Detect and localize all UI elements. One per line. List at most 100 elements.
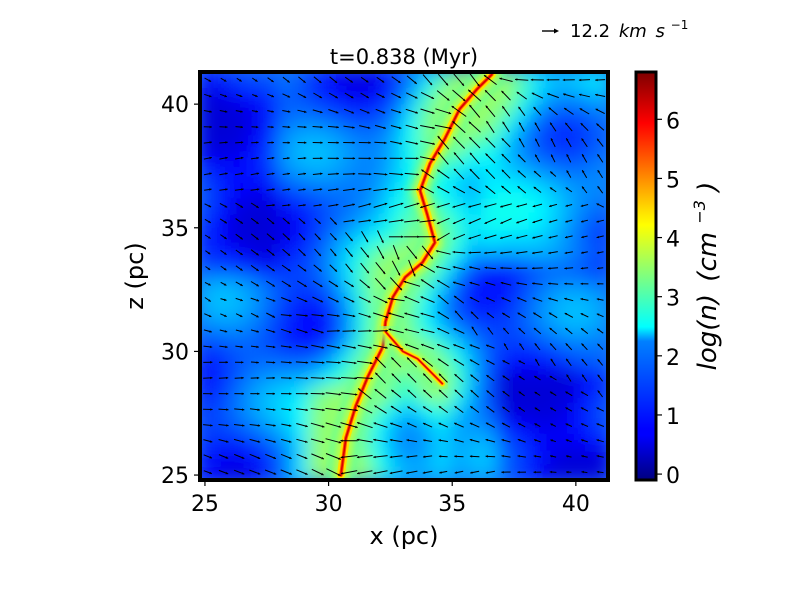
colorbar-tick-label: 2: [666, 346, 680, 371]
velocity-arrowhead: [470, 390, 474, 393]
velocity-arrowhead: [453, 186, 456, 189]
velocity-arrowhead: [550, 122, 553, 126]
velocity-arrowhead: [272, 188, 275, 191]
velocity-arrow: [420, 202, 436, 209]
velocity-arrowhead: [385, 346, 388, 349]
velocity-arrowhead: [209, 456, 212, 459]
velocity-arrowhead: [240, 330, 243, 333]
colorbar-tick-label: 1: [666, 405, 680, 430]
velocity-arrowhead: [516, 251, 519, 255]
velocity-arrowhead: [239, 314, 243, 317]
velocity-arrowhead: [401, 235, 404, 238]
velocity-arrowhead: [256, 315, 259, 318]
velocity-arrowhead: [240, 252, 243, 255]
velocity-arrow: [326, 468, 341, 477]
velocity-arrowhead: [289, 345, 292, 349]
velocity-arrowhead: [423, 406, 426, 409]
velocity-arrowhead: [304, 299, 308, 303]
velocity-arrowhead: [580, 267, 584, 270]
velocity-arrowhead: [596, 313, 600, 316]
velocity-arrow: [377, 230, 384, 244]
velocity-arrowhead: [516, 91, 520, 95]
velocity-arrowhead: [271, 141, 274, 144]
velocity-arrowhead: [322, 361, 325, 364]
velocity-arrowhead: [546, 78, 549, 82]
velocity-arrowhead: [518, 328, 521, 331]
velocity-arrowhead: [445, 83, 449, 86]
velocity-arrow: [420, 91, 435, 100]
velocity-arrowhead: [256, 205, 259, 208]
velocity-arrowhead: [321, 457, 324, 460]
velocity-arrowhead: [303, 253, 306, 256]
velocity-arrowhead: [533, 186, 537, 190]
velocity-arrowhead: [485, 169, 489, 172]
velocity-arrowhead: [581, 235, 584, 239]
velocity-arrowhead: [532, 251, 535, 255]
velocity-arrowhead: [225, 172, 228, 175]
velocity-arrowhead: [501, 169, 505, 173]
velocity-arrowhead: [429, 82, 433, 86]
velocity-arrowhead: [550, 138, 554, 141]
velocity-arrowhead: [287, 80, 290, 83]
velocity-arrow: [436, 217, 450, 225]
velocity-arrowhead: [322, 392, 325, 396]
colorbar-label-close: ): [693, 182, 723, 194]
velocity-arrowhead: [397, 257, 400, 260]
velocity-arrowhead: [534, 407, 538, 410]
quiver-key-unit-1: km: [619, 21, 647, 42]
velocity-arrowhead: [352, 203, 355, 206]
velocity-arrowhead: [209, 125, 212, 129]
velocity-arrowhead: [549, 204, 552, 208]
velocity-arrowhead: [468, 221, 472, 224]
velocity-arrowhead: [582, 186, 585, 189]
velocity-arrowhead: [550, 391, 553, 394]
velocity-arrowhead: [399, 142, 403, 145]
velocity-arrowhead: [550, 455, 553, 458]
velocity-arrowhead: [273, 440, 276, 443]
velocity-arrowhead: [580, 123, 584, 126]
velocity-arrowhead: [451, 106, 455, 109]
velocity-arrowhead: [516, 221, 519, 224]
velocity-arrowhead: [535, 154, 538, 158]
velocity-arrowhead: [421, 279, 424, 282]
velocity-arrowhead: [580, 282, 583, 285]
velocity-arrowhead: [225, 125, 228, 129]
velocity-arrowhead: [320, 172, 323, 175]
velocity-arrowhead: [320, 110, 323, 114]
velocity-arrowhead: [240, 141, 244, 144]
velocity-arrowhead: [417, 188, 420, 191]
velocity-arrow: [452, 136, 466, 149]
velocity-arrowhead: [305, 392, 309, 395]
velocity-arrowhead: [241, 408, 245, 411]
velocity-arrowhead: [453, 168, 457, 172]
velocity-arrow: [357, 344, 372, 349]
velocity-arrowhead: [225, 156, 228, 160]
velocity-arrowhead: [224, 94, 227, 98]
velocity-arrow: [484, 89, 496, 102]
velocity-arrowhead: [240, 156, 244, 160]
velocity-arrowhead: [240, 237, 243, 240]
velocity-arrowhead: [468, 186, 472, 189]
velocity-arrowhead: [223, 283, 227, 286]
velocity-arrow: [373, 439, 388, 443]
velocity-arrowhead: [385, 329, 389, 332]
y-tick-label: 30: [161, 340, 189, 365]
velocity-arrowhead: [369, 172, 372, 176]
density-cell: [200, 463, 217, 480]
velocity-arrow: [388, 219, 404, 223]
velocity-arrowhead: [352, 172, 356, 176]
velocity-arrowhead: [452, 121, 456, 124]
velocity-arrowhead: [320, 141, 323, 144]
velocity-arrowhead: [437, 169, 440, 173]
velocity-arrowhead: [356, 438, 360, 441]
velocity-arrowhead: [322, 408, 325, 412]
velocity-arrowhead: [338, 361, 341, 364]
velocity-arrowhead: [351, 111, 354, 114]
velocity-arrowhead: [532, 267, 535, 270]
velocity-arrowhead: [468, 121, 472, 125]
velocity-arrowhead: [289, 440, 292, 443]
velocity-arrow: [420, 108, 435, 114]
velocity-arrowhead: [486, 375, 489, 378]
velocity-arrowhead: [519, 122, 522, 125]
velocity-arrowhead: [241, 376, 244, 380]
